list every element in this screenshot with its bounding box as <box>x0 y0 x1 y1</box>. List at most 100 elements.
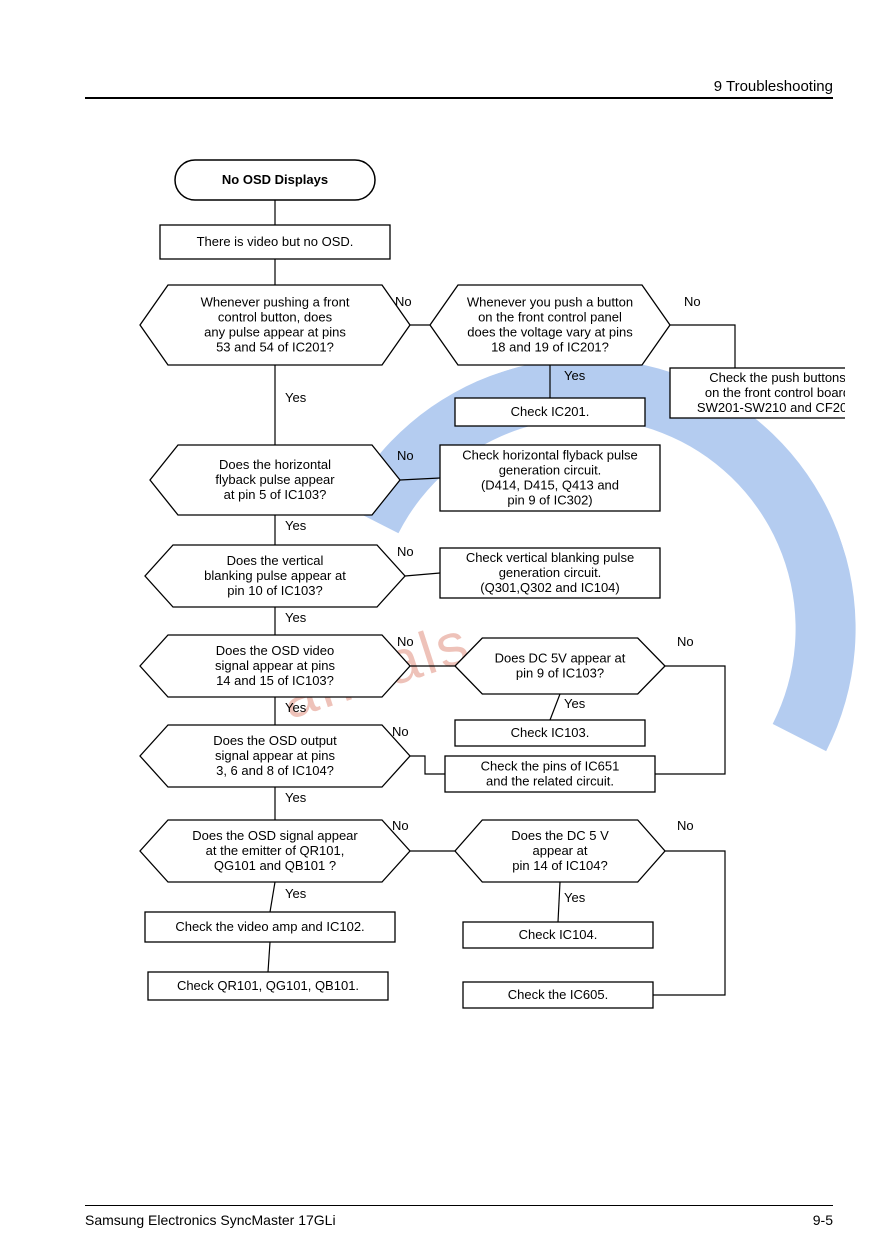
edge-label: No <box>397 448 414 463</box>
node-text: any pulse appear at pins <box>204 325 346 340</box>
footer-rule <box>85 1205 833 1206</box>
node-text: Check vertical blanking pulse <box>466 550 634 565</box>
edge <box>400 478 440 480</box>
node-text: pin 14 of IC104? <box>512 858 607 873</box>
node-d_dc5v9: Does DC 5V appear atpin 9 of IC103? <box>455 638 665 694</box>
node-text: pin 10 of IC103? <box>227 583 322 598</box>
node-text: Does DC 5V appear at <box>495 651 626 666</box>
node-text: Check the video amp and IC102. <box>175 919 364 934</box>
page: 9 Troubleshooting anuals NoYesNoYesNoYes… <box>0 0 893 1260</box>
edge-label: No <box>392 724 409 739</box>
edge-label: No <box>397 544 414 559</box>
node-text: on the front control board <box>705 385 845 400</box>
edge-label: Yes <box>564 890 586 905</box>
node-text: There is video but no OSD. <box>197 234 354 249</box>
node-d_push: Whenever pushing a frontcontrol button, … <box>140 285 410 365</box>
node-text: Check horizontal flyback pulse <box>462 448 638 463</box>
node-text: Does the DC 5 V <box>511 828 609 843</box>
edge-label: No <box>397 634 414 649</box>
edge-label: Yes <box>285 886 307 901</box>
node-text: 14 and 15 of IC103? <box>216 673 334 688</box>
node-text: signal appear at pins <box>215 748 335 763</box>
edge <box>270 882 275 912</box>
edge-label: No <box>392 818 409 833</box>
node-text: blanking pulse appear at <box>204 568 346 583</box>
node-text: Whenever pushing a front <box>201 295 350 310</box>
edge <box>655 666 725 774</box>
node-text: 18 and 19 of IC201? <box>491 340 609 355</box>
edge-label: Yes <box>285 610 307 625</box>
node-p_qrgb: Check QR101, QG101, QB101. <box>148 972 388 1000</box>
node-p_vbp: Check vertical blanking pulsegeneration … <box>440 548 660 598</box>
node-text: Check the IC605. <box>508 987 608 1002</box>
footer-left: Samsung Electronics SyncMaster 17GLi <box>85 1212 336 1228</box>
node-text: QG101 and QB101 ? <box>214 858 336 873</box>
node-d_hfb: Does the horizontalflyback pulse appeara… <box>150 445 400 515</box>
node-text: Does the OSD video <box>216 643 335 658</box>
edge <box>653 851 725 995</box>
node-text: (D414, D415, Q413 and <box>481 478 619 493</box>
node-p_hfb: Check horizontal flyback pulsegeneration… <box>440 445 660 511</box>
node-text: Does the horizontal <box>219 457 331 472</box>
edge-label: Yes <box>285 700 307 715</box>
edge-label: Yes <box>285 790 307 805</box>
node-p_ic651: Check the pins of IC651and the related c… <box>445 756 655 792</box>
node-d_volt: Whenever you push a buttonon the front c… <box>430 285 670 365</box>
node-text: SW201-SW210 and CF202. <box>697 400 845 415</box>
node-text: Whenever you push a button <box>467 295 633 310</box>
node-p_ic605: Check the IC605. <box>463 982 653 1008</box>
node-text: Check IC104. <box>519 927 598 942</box>
node-text: signal appear at pins <box>215 658 335 673</box>
edge-label: Yes <box>564 696 586 711</box>
node-p_amp: Check the video amp and IC102. <box>145 912 395 942</box>
node-text: 53 and 54 of IC201? <box>216 340 334 355</box>
edge-label: Yes <box>564 368 586 383</box>
header-rule <box>85 97 833 99</box>
node-text: and the related circuit. <box>486 774 614 789</box>
edge <box>558 882 560 922</box>
node-p_ic104: Check IC104. <box>463 922 653 948</box>
node-text: (Q301,Q302 and IC104) <box>480 580 619 595</box>
node-text: appear at <box>533 843 588 858</box>
node-d_osdvid: Does the OSD videosignal appear at pins1… <box>140 635 410 697</box>
node-p_ic103: Check IC103. <box>455 720 645 746</box>
node-text: Check IC201. <box>511 404 590 419</box>
node-text: pin 9 of IC103? <box>516 666 604 681</box>
node-text: generation circuit. <box>499 565 602 580</box>
edge <box>550 694 560 720</box>
node-p_video: There is video but no OSD. <box>160 225 390 259</box>
edge-label: No <box>677 818 694 833</box>
node-text: Check IC103. <box>511 725 590 740</box>
edge-label: Yes <box>285 518 307 533</box>
node-text: 3, 6 and 8 of IC104? <box>216 763 334 778</box>
edge-label: No <box>684 294 701 309</box>
flowchart: No Yes No Yes No Yes No Yes No Yes Yes No No Yes No Yes… <box>85 140 845 1045</box>
node-p_ic201: Check IC201. <box>455 398 645 426</box>
edge-label: Yes <box>285 390 307 405</box>
edge <box>410 756 445 774</box>
node-text: control button, does <box>218 310 333 325</box>
edge-label: No <box>677 634 694 649</box>
node-text: does the voltage vary at pins <box>467 325 633 340</box>
node-text: Does the OSD output <box>213 733 337 748</box>
node-text: Check QR101, QG101, QB101. <box>177 978 359 993</box>
node-text: generation circuit. <box>499 463 602 478</box>
node-d_vbp: Does the verticalblanking pulse appear a… <box>145 545 405 607</box>
node-start: No OSD Displays <box>175 160 375 200</box>
edge <box>670 325 735 368</box>
node-text: on the front control panel <box>478 310 622 325</box>
node-d_osdout: Does the OSD outputsignal appear at pins… <box>140 725 410 787</box>
node-text: flyback pulse appear <box>215 472 335 487</box>
node-text: No OSD Displays <box>222 172 328 187</box>
edge <box>268 942 270 972</box>
node-p_sw: Check the push buttonson the front contr… <box>670 368 845 418</box>
header-title: 9 Troubleshooting <box>714 78 833 95</box>
node-text: Check the pins of IC651 <box>481 759 620 774</box>
footer-right: 9-5 <box>813 1212 833 1228</box>
node-text: pin 9 of IC302) <box>507 493 592 508</box>
node-d_emitter: Does the OSD signal appearat the emitter… <box>140 820 410 882</box>
node-text: Check the push buttons <box>709 370 845 385</box>
node-text: at the emitter of QR101, <box>206 843 345 858</box>
node-text: at pin 5 of IC103? <box>224 487 327 502</box>
edge <box>405 573 440 576</box>
